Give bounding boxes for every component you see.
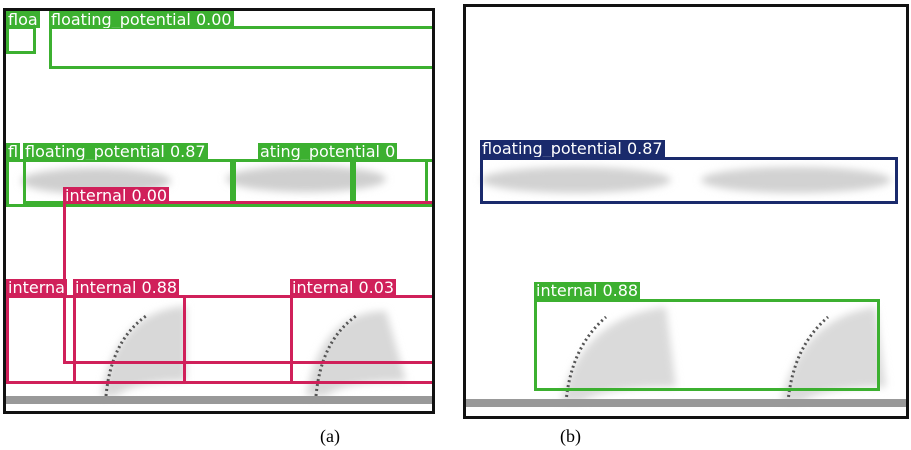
label: internal 0.00 xyxy=(63,187,169,204)
label: internal 0.03 xyxy=(290,279,396,296)
figure: floa floating_potential 0.00 fl floating… xyxy=(0,0,911,450)
box xyxy=(480,157,898,204)
label: internal 0.88 xyxy=(534,282,640,299)
label: floating_potential 0.00 xyxy=(49,11,234,28)
label: floa xyxy=(6,11,40,28)
label: fl xyxy=(6,143,20,160)
label: interna xyxy=(6,279,67,296)
label: floating_potential 0.87 xyxy=(480,140,665,157)
box xyxy=(290,295,435,384)
caption: (a) xyxy=(320,426,340,447)
caption: (b) xyxy=(560,426,581,447)
box xyxy=(49,26,435,69)
panel-b: floating_potential 0.87 internal 0.88 xyxy=(463,4,909,419)
box xyxy=(353,159,428,204)
box xyxy=(534,299,880,391)
label: ating_potential 0 xyxy=(258,143,397,160)
panel-a: floa floating_potential 0.00 fl floating… xyxy=(3,8,435,414)
box xyxy=(233,159,353,204)
box xyxy=(73,295,186,384)
label: floating_potential 0.87 xyxy=(23,143,208,160)
label: internal 0.88 xyxy=(73,279,179,296)
box xyxy=(6,26,36,54)
